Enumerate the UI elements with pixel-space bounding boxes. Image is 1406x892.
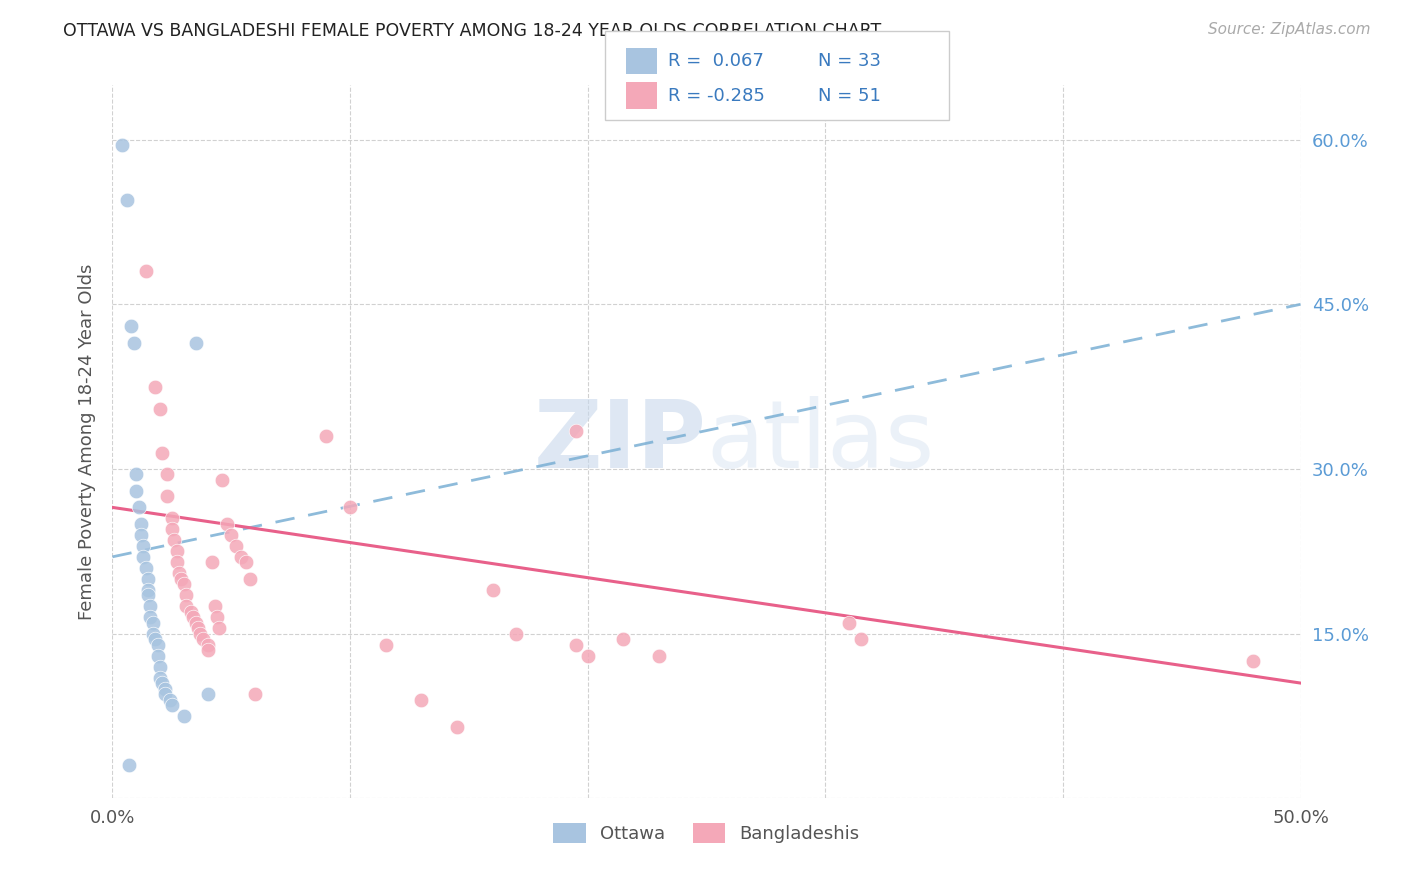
Text: N = 51: N = 51 — [818, 87, 882, 104]
Point — [143, 632, 166, 647]
Point — [446, 720, 468, 734]
Text: N = 33: N = 33 — [818, 52, 882, 70]
Point — [190, 626, 212, 640]
Point — [156, 467, 179, 482]
Text: Source: ZipAtlas.com: Source: ZipAtlas.com — [1208, 22, 1371, 37]
Point — [160, 522, 183, 536]
Point — [132, 539, 155, 553]
Point — [411, 692, 433, 706]
Point — [132, 549, 155, 564]
Point — [142, 626, 165, 640]
Point — [481, 582, 503, 597]
Point — [180, 605, 202, 619]
Text: ZIP: ZIP — [534, 395, 707, 488]
Point — [167, 566, 190, 581]
Point — [219, 528, 243, 542]
Point — [139, 599, 162, 614]
Point — [174, 599, 197, 614]
Point — [1241, 654, 1264, 668]
Text: atlas: atlas — [707, 395, 935, 488]
Point — [166, 555, 188, 569]
Point — [215, 516, 238, 531]
Point — [135, 561, 157, 575]
Point — [125, 483, 148, 498]
Point — [125, 467, 148, 482]
Point — [156, 490, 179, 504]
Point — [181, 610, 204, 624]
Point — [149, 671, 172, 685]
Point — [225, 539, 247, 553]
Point — [135, 264, 157, 278]
Point — [174, 588, 197, 602]
Point — [191, 632, 214, 647]
Point — [235, 555, 257, 569]
Point — [139, 610, 162, 624]
Point — [197, 643, 219, 657]
Point — [173, 709, 195, 723]
Y-axis label: Female Poverty Among 18-24 Year Olds: Female Poverty Among 18-24 Year Olds — [77, 263, 96, 620]
Point — [565, 424, 588, 438]
Point — [170, 572, 193, 586]
Point — [118, 758, 141, 772]
Point — [208, 621, 231, 635]
Text: R = -0.285: R = -0.285 — [668, 87, 765, 104]
Point — [153, 687, 176, 701]
Point — [160, 511, 183, 525]
Point — [243, 687, 266, 701]
Point — [153, 681, 176, 696]
Point — [146, 648, 169, 663]
Point — [146, 638, 169, 652]
Point — [229, 549, 252, 564]
Point — [136, 582, 159, 597]
Point — [122, 335, 145, 350]
Point — [129, 516, 152, 531]
Point — [173, 577, 195, 591]
Point — [149, 401, 172, 416]
Point — [239, 572, 262, 586]
Point — [505, 626, 527, 640]
Point — [149, 659, 172, 673]
Point — [163, 533, 186, 548]
Point — [201, 555, 224, 569]
Point — [565, 638, 588, 652]
Text: R =  0.067: R = 0.067 — [668, 52, 763, 70]
Point — [111, 138, 134, 153]
Point — [121, 319, 143, 334]
Point — [129, 528, 152, 542]
Point — [315, 429, 337, 443]
Point — [159, 692, 181, 706]
Point — [150, 445, 173, 459]
Point — [166, 544, 188, 558]
Point — [849, 632, 872, 647]
Point — [143, 379, 166, 393]
Point — [128, 500, 150, 515]
Point — [197, 638, 219, 652]
Point — [205, 610, 228, 624]
Point — [142, 615, 165, 630]
Point — [184, 615, 207, 630]
Point — [576, 648, 599, 663]
Point — [204, 599, 226, 614]
Point — [838, 615, 860, 630]
Point — [160, 698, 183, 712]
Point — [184, 335, 207, 350]
Point — [115, 193, 138, 207]
Point — [374, 638, 396, 652]
Point — [211, 473, 233, 487]
Point — [187, 621, 209, 635]
Point — [197, 687, 219, 701]
Legend: Ottawa, Bangladeshis: Ottawa, Bangladeshis — [554, 823, 859, 843]
Point — [136, 588, 159, 602]
Point — [339, 500, 361, 515]
Point — [648, 648, 671, 663]
Point — [612, 632, 634, 647]
Point — [136, 572, 159, 586]
Point — [150, 676, 173, 690]
Text: OTTAWA VS BANGLADESHI FEMALE POVERTY AMONG 18-24 YEAR OLDS CORRELATION CHART: OTTAWA VS BANGLADESHI FEMALE POVERTY AMO… — [63, 22, 882, 40]
